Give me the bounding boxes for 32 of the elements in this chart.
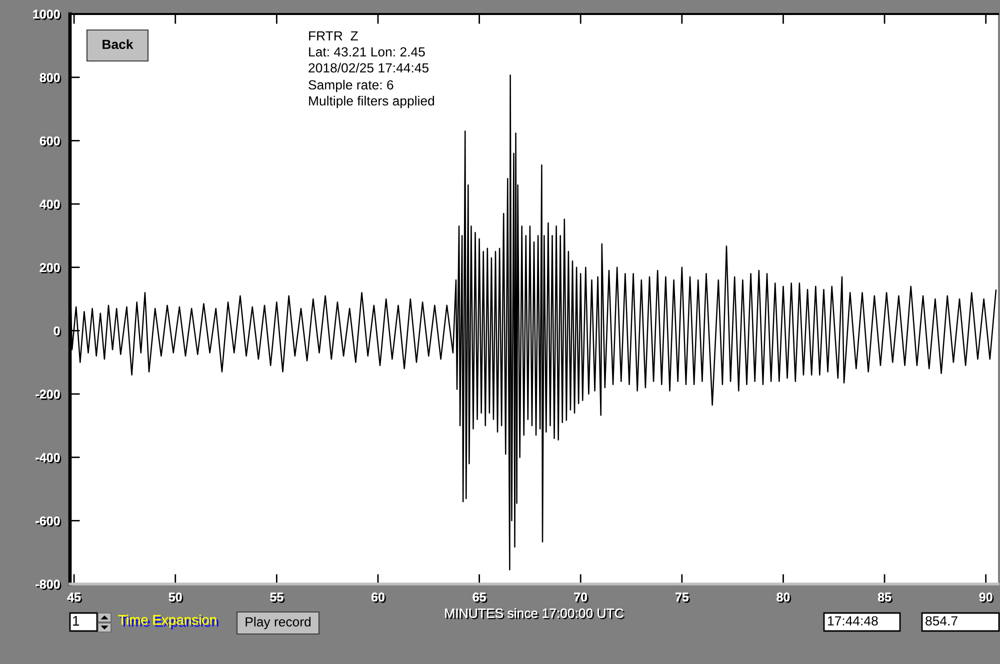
y-tick-label: -400 — [36, 453, 62, 464]
text: 17:44:48 — [828, 616, 878, 626]
annotation: Back — [102, 39, 134, 50]
x-tick-label: 60 — [371, 592, 386, 603]
x-tick-label: 45 — [67, 592, 82, 603]
text: Time Expansion — [118, 614, 218, 630]
text: Play record — [246, 616, 311, 630]
y-tick-label: -800 — [36, 580, 62, 590]
x-tick-label: 90 — [979, 592, 994, 603]
y-tick-label: -600 — [36, 516, 62, 527]
text: FRTR Z — [309, 31, 358, 40]
y-tick-label: -200 — [36, 390, 62, 400]
annotation: 2018/02/25 17:44:45 — [308, 62, 429, 73]
x-tick-label: 50 — [168, 592, 184, 603]
text: 1 — [73, 616, 80, 626]
y-tick-label: 1000 — [33, 10, 62, 20]
annotation: Lat: 43.21 Lon: 2.45 — [309, 47, 425, 57]
y-tick-label: 600 — [40, 136, 62, 147]
annotation: Sample rate: 6 — [308, 80, 394, 92]
x-tick-label: 65 — [472, 592, 488, 603]
y-tick-label: 200 — [40, 263, 62, 274]
x-tick-label: 75 — [676, 592, 690, 603]
x-tick-label: 80 — [776, 592, 792, 603]
annotation: Multiple filters applied — [309, 96, 434, 108]
x-tick-label: 70 — [574, 592, 588, 603]
x-tick-label: 85 — [878, 592, 893, 603]
y-tick-label: 400 — [40, 200, 62, 210]
y-tick-label: 800 — [40, 73, 62, 84]
text: 854.7 — [926, 616, 958, 626]
y-tick-label: 0 — [54, 326, 62, 337]
x-axis-title: MINUTES since 17:00:00 UTC — [445, 608, 625, 620]
x-tick-label: 55 — [270, 592, 285, 603]
